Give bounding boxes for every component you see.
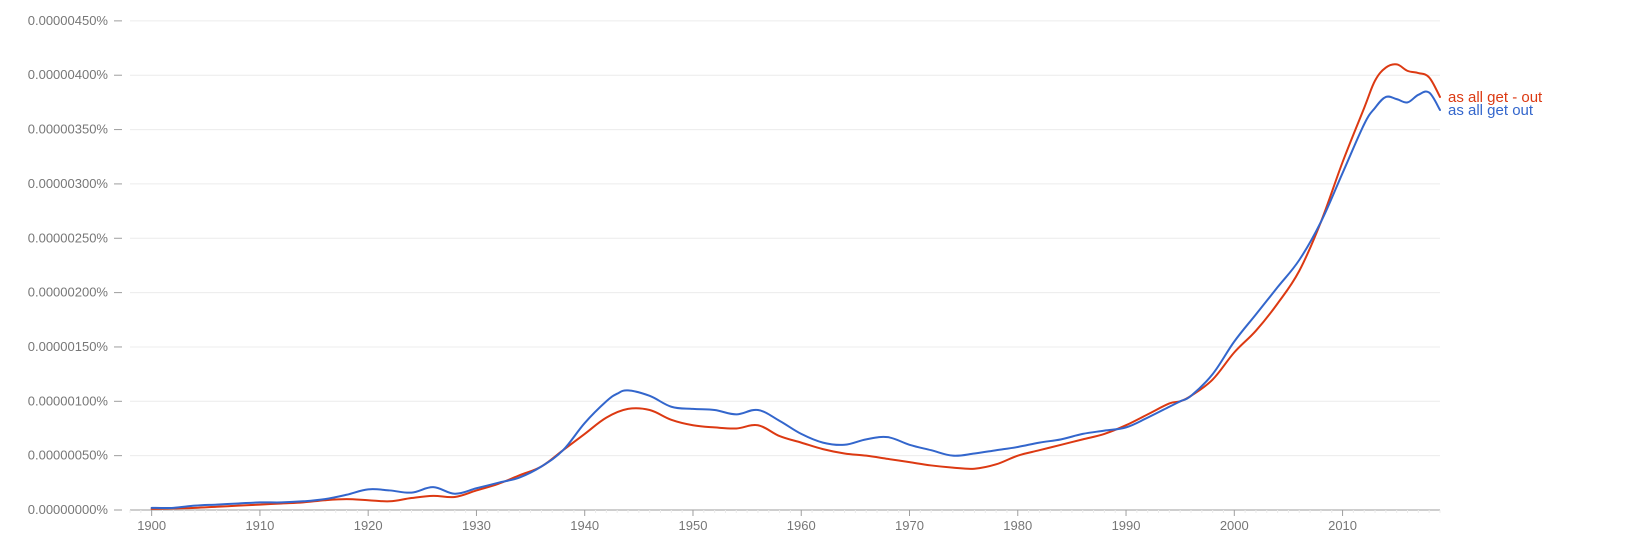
chart-svg: 0.00000000% 0.00000050% 0.00000100% 0.00000… <box>0 0 1640 558</box>
x-tick-label: 2000 <box>1220 518 1249 533</box>
x-tick-label: 1910 <box>245 518 274 533</box>
y-tick-label: 0.00000450% <box>28 13 109 28</box>
chart-background <box>0 0 1640 558</box>
x-tick-label: 1940 <box>570 518 599 533</box>
y-tick-label: 0.00000200% <box>28 285 109 300</box>
y-tick-label: 0.00000250% <box>28 230 109 245</box>
x-tick-label: 1990 <box>1112 518 1141 533</box>
y-tick-label: 0.00000000% <box>28 502 109 517</box>
x-tick-label: 1970 <box>895 518 924 533</box>
y-tick-label: 0.00000150% <box>28 339 109 354</box>
y-tick-label: 0.00000100% <box>28 393 109 408</box>
series-label[interactable]: as all get out <box>1448 102 1534 119</box>
x-tick-label: 1960 <box>787 518 816 533</box>
x-tick-label: 1930 <box>462 518 491 533</box>
y-tick-label: 0.00000400% <box>28 67 109 82</box>
x-tick-label: 1900 <box>137 518 166 533</box>
x-tick-label: 1950 <box>679 518 708 533</box>
x-tick-label: 1980 <box>1003 518 1032 533</box>
y-tick-label: 0.00000300% <box>28 176 109 191</box>
y-tick-label: 0.00000050% <box>28 448 109 463</box>
ngram-line-chart: 0.00000000% 0.00000050% 0.00000100% 0.00000… <box>0 0 1640 558</box>
x-tick-label: 2010 <box>1328 518 1357 533</box>
y-tick-label: 0.00000350% <box>28 122 109 137</box>
x-tick-label: 1920 <box>354 518 383 533</box>
